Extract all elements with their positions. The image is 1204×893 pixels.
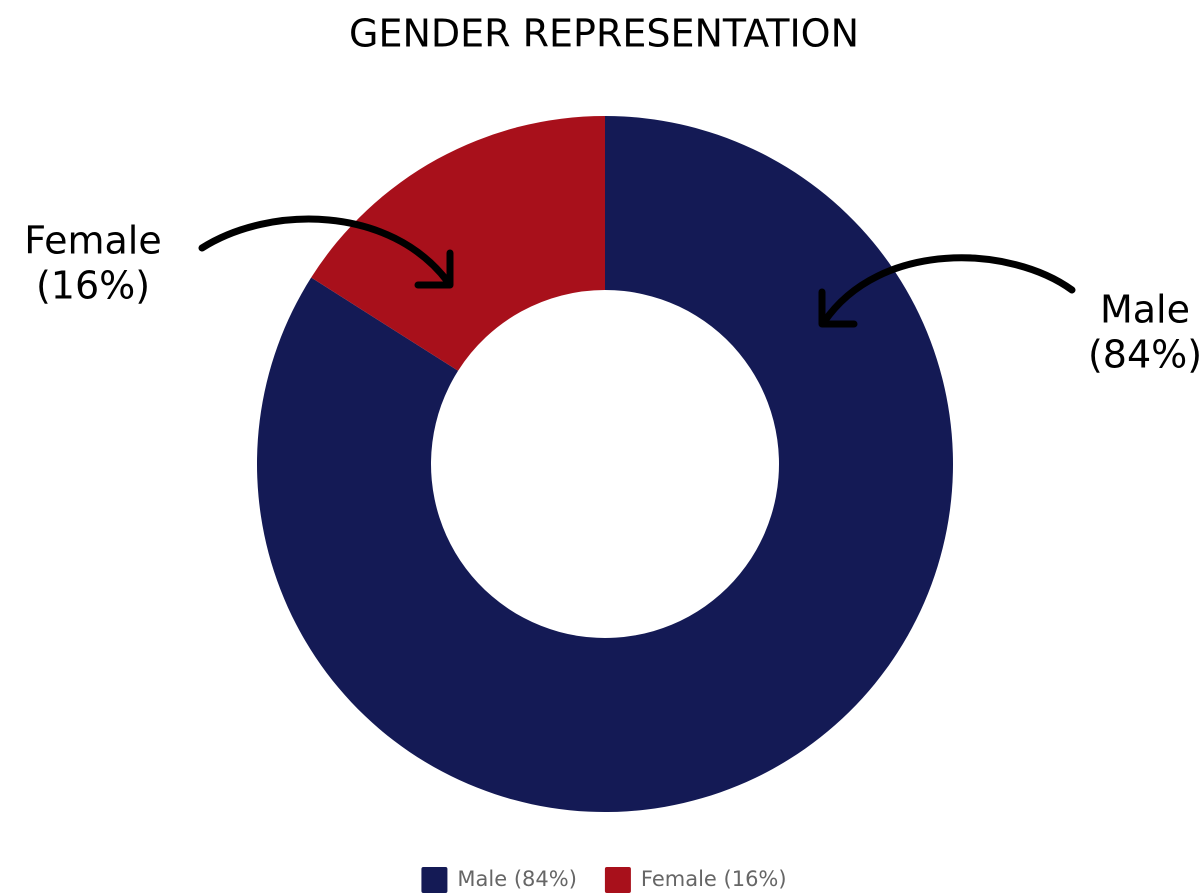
annotation: Male — [1100, 288, 1190, 332]
annotation: Female — [24, 219, 161, 263]
slice — [311, 116, 605, 371]
chart-title: GENDER REPRESENTATION — [349, 12, 859, 56]
annotation: (84%) — [1088, 333, 1202, 377]
arrows — [198, 215, 1076, 328]
legend-swatch — [604, 867, 631, 893]
legend-label: Female (16%) — [641, 867, 787, 891]
arrow — [198, 215, 452, 286]
legend: Male (84%) Female (16%) — [421, 867, 787, 893]
legend-label: Male (84%) — [457, 867, 576, 891]
slice — [256, 116, 953, 812]
legend-swatch — [421, 867, 448, 893]
arrow-head — [414, 249, 454, 289]
annotation: (16%) — [36, 264, 150, 308]
arrow-head — [818, 288, 858, 328]
donut — [256, 116, 953, 812]
arrow — [820, 254, 1076, 326]
